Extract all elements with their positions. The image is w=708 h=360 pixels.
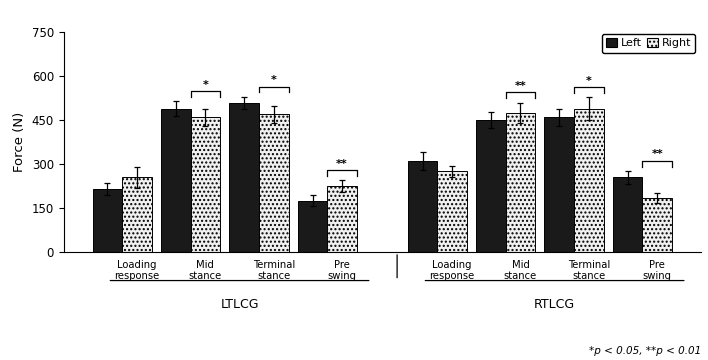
- Bar: [476, 120, 506, 252]
- Text: LTLCG: LTLCG: [220, 298, 259, 311]
- Legend: Left, Right: Left, Right: [602, 33, 695, 53]
- Bar: [642, 198, 672, 252]
- Text: *: *: [271, 75, 277, 85]
- Y-axis label: Force (N): Force (N): [13, 112, 26, 172]
- Bar: [122, 177, 152, 252]
- Bar: [161, 108, 190, 252]
- Text: *: *: [586, 76, 592, 86]
- Text: *: *: [202, 80, 208, 90]
- Bar: [229, 103, 259, 252]
- Bar: [506, 113, 535, 252]
- Bar: [613, 177, 642, 252]
- Bar: [259, 114, 289, 252]
- Bar: [544, 117, 574, 252]
- Bar: [93, 189, 122, 252]
- Bar: [438, 171, 467, 252]
- Bar: [574, 108, 604, 252]
- Bar: [408, 161, 438, 252]
- Text: **: **: [515, 81, 526, 91]
- Bar: [298, 201, 327, 252]
- Bar: [190, 117, 220, 252]
- Text: **: **: [336, 159, 348, 169]
- Text: *p < 0.05, **p < 0.01: *p < 0.05, **p < 0.01: [588, 346, 701, 356]
- Bar: [327, 186, 357, 252]
- Text: **: **: [651, 149, 663, 159]
- Text: RTLCG: RTLCG: [534, 298, 575, 311]
